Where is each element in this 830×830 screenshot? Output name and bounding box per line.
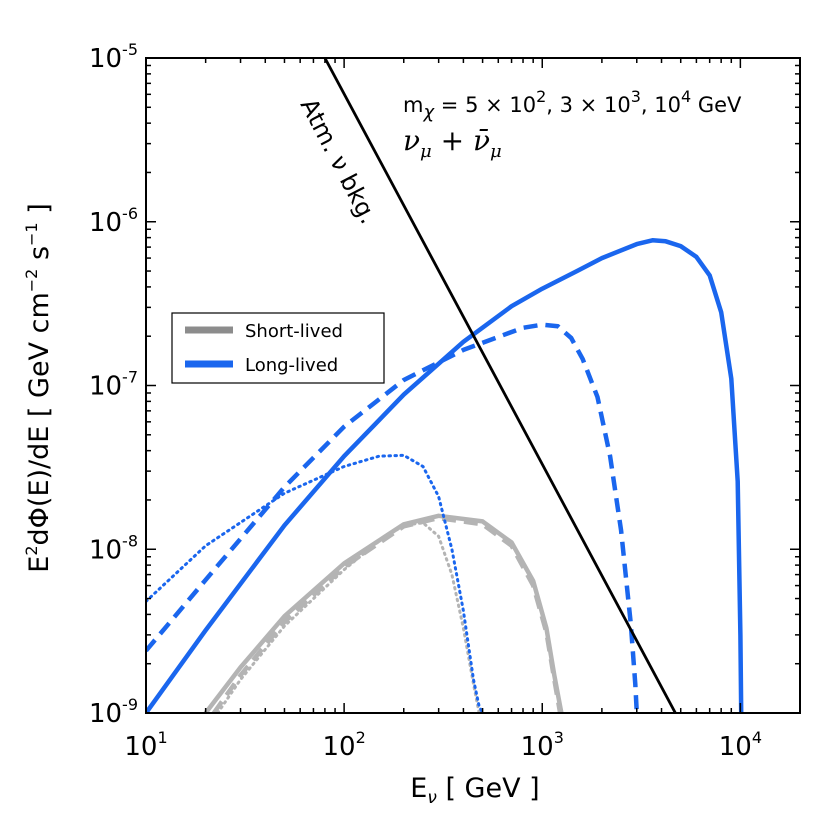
axis-ticks: 101 102 103 104 10-9 10-8 10-7 10-6 10-5 bbox=[89, 40, 801, 762]
x-tick-label: 104 bbox=[719, 728, 762, 762]
series-line-2 bbox=[146, 322, 640, 713]
series-line-6 bbox=[216, 521, 481, 713]
mass-annotation: mχ = 5 × 102, 3 × 103, 104 GeV bbox=[403, 87, 742, 123]
series-line-3 bbox=[146, 453, 485, 713]
x-tick-label: 101 bbox=[124, 728, 167, 762]
y-tick-label: 10-6 bbox=[89, 204, 138, 238]
series-line-5 bbox=[211, 515, 563, 713]
legend: Short-lived Long-lived bbox=[171, 312, 385, 384]
y-axis-label: E2dΦ(E)/dE [ GeV cm−2 s−1 ] bbox=[22, 203, 55, 572]
y-tick-label: 10-9 bbox=[89, 695, 138, 729]
x-axis-label: Eν [ GeV ] bbox=[410, 773, 539, 808]
y-tick-label: 10-7 bbox=[89, 368, 138, 402]
y-tick-label: 10-8 bbox=[89, 531, 138, 565]
x-tick-label: 103 bbox=[521, 728, 564, 762]
data-curves bbox=[146, 58, 744, 713]
x-tick-label: 102 bbox=[322, 728, 365, 762]
series-line-4 bbox=[203, 513, 564, 713]
legend-box bbox=[171, 312, 385, 384]
flavor-annotation: νμ + ν̄μ bbox=[403, 124, 502, 162]
background-label: Atm. ν bkg. bbox=[295, 94, 383, 229]
legend-short-label: Short-lived bbox=[245, 321, 343, 342]
legend-long-label: Long-lived bbox=[245, 355, 338, 376]
y-tick-label: 10-5 bbox=[89, 40, 138, 74]
series-line-1 bbox=[146, 238, 744, 713]
series-line-0 bbox=[323, 58, 677, 713]
